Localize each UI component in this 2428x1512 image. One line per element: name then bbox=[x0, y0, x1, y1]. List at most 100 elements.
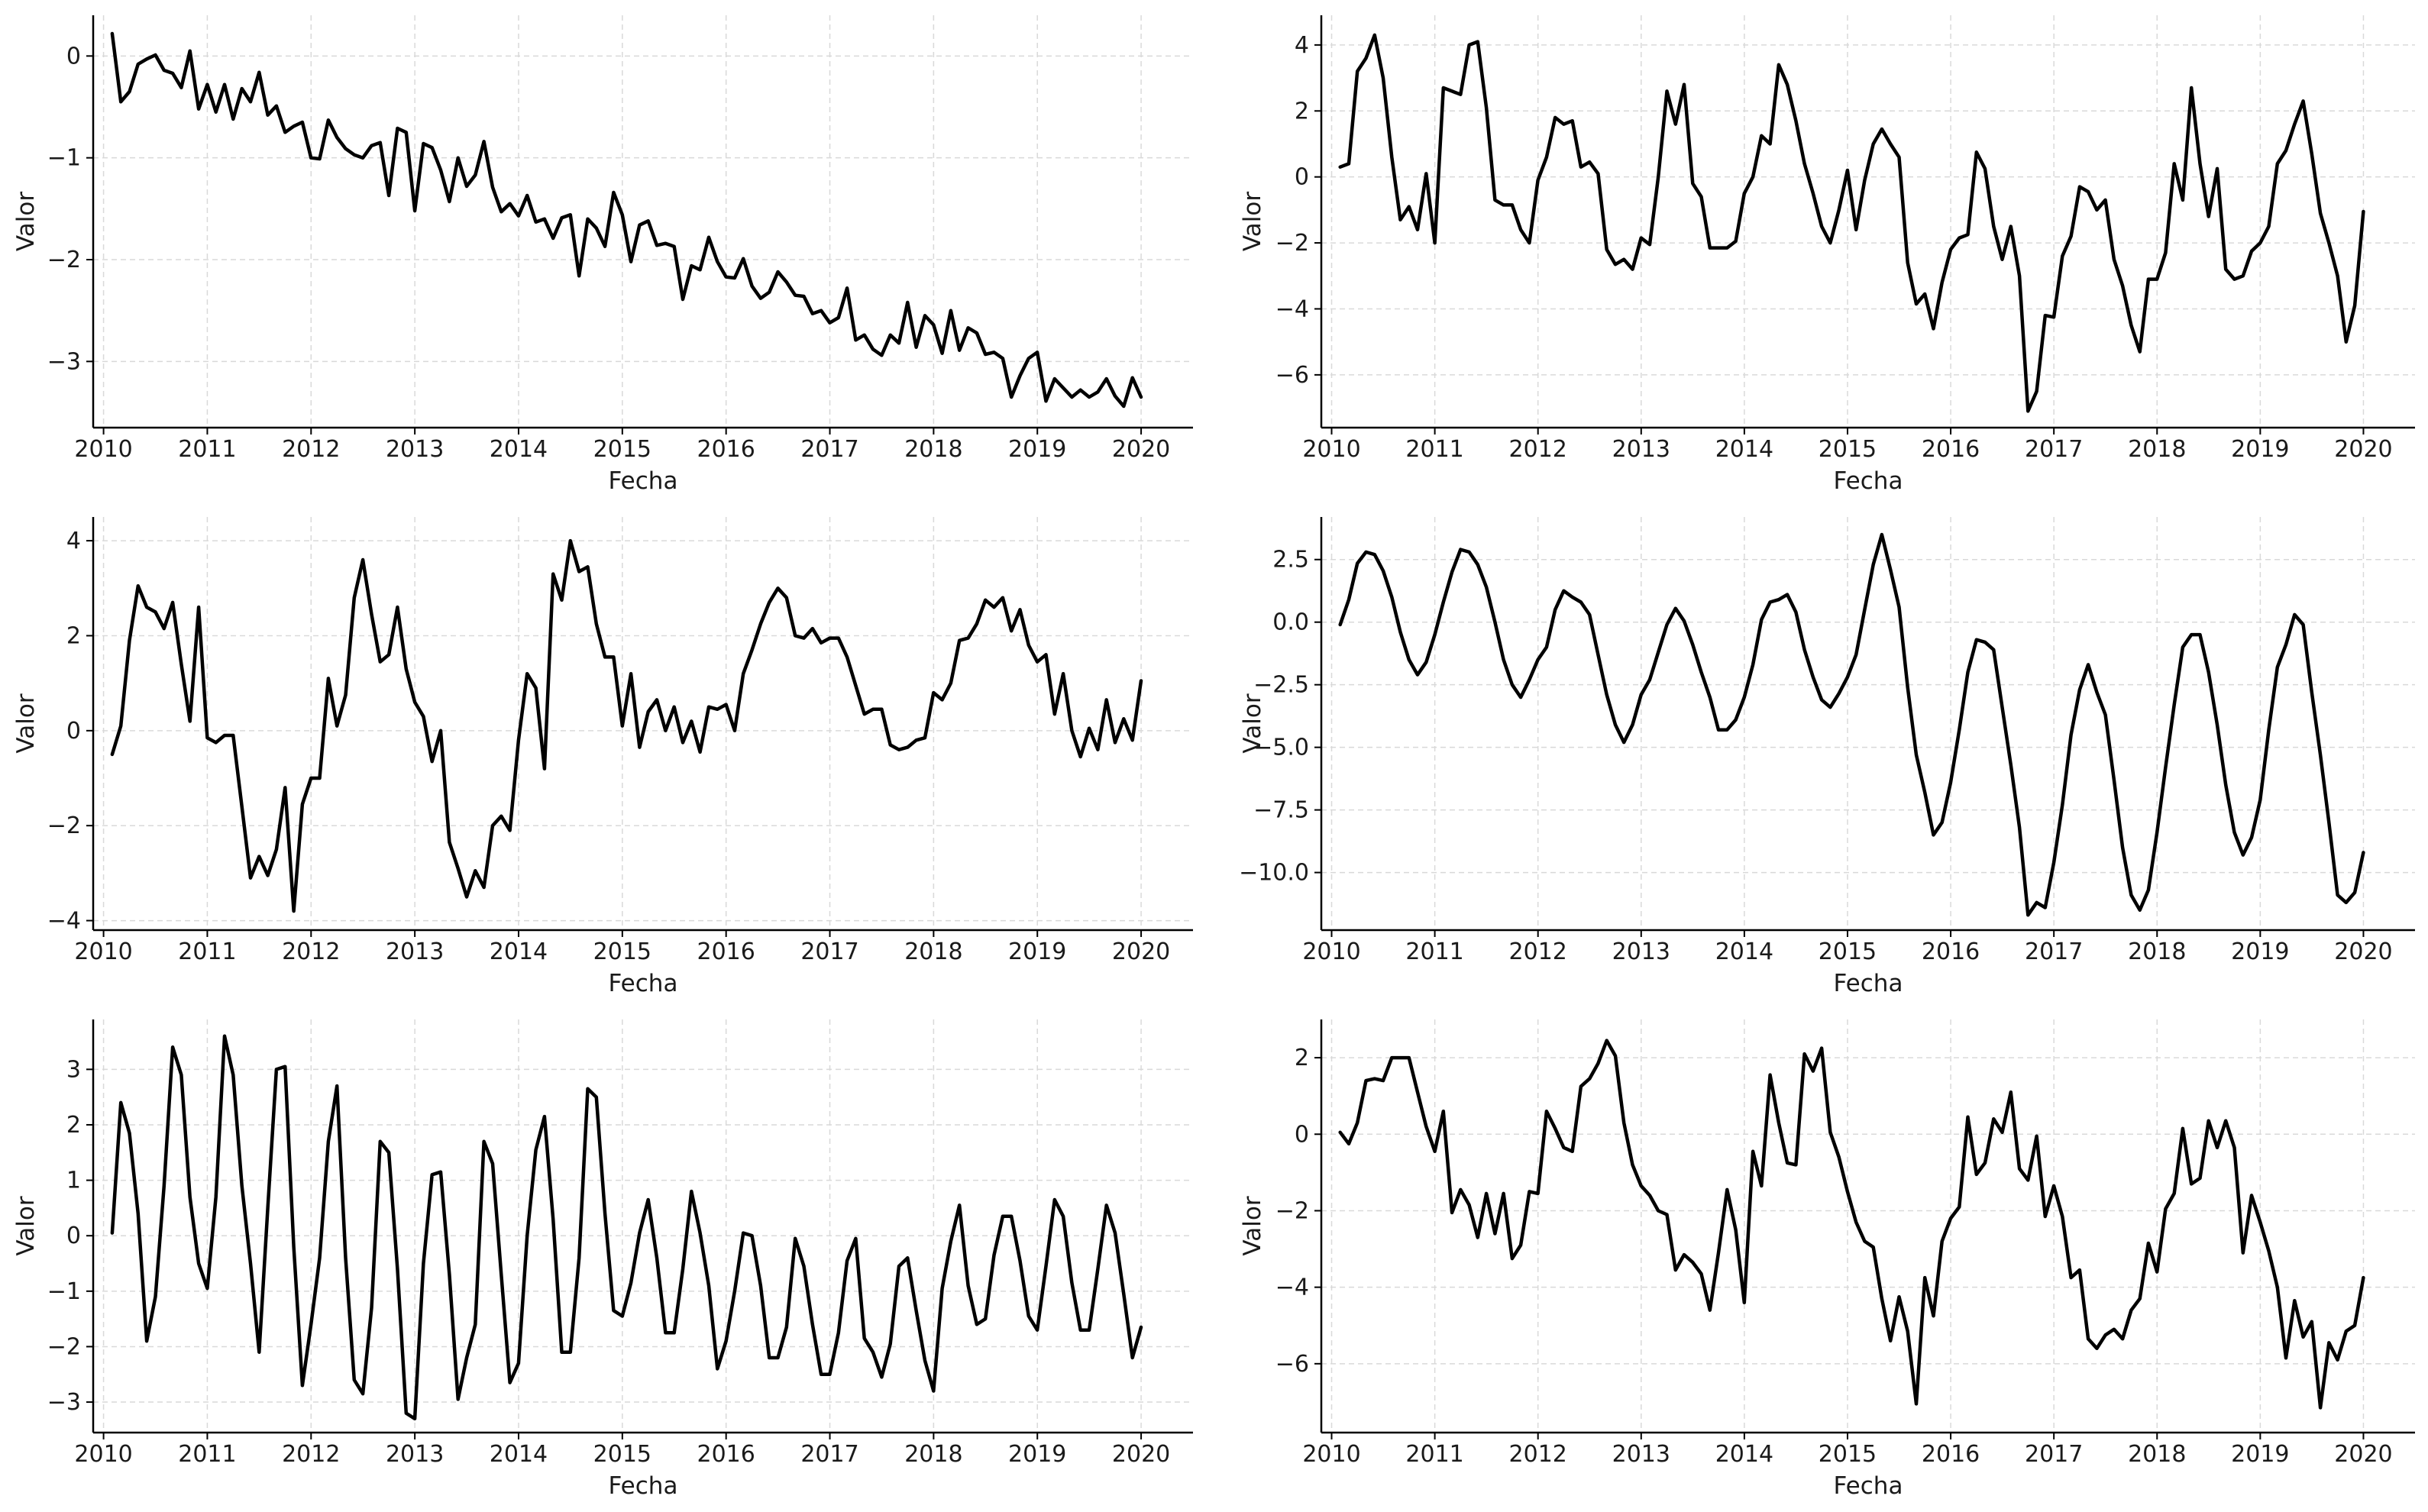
x-tick-label: 2014 bbox=[1715, 436, 1773, 463]
chart-panel-5: 2010 2011 2012 2013 2014 2015 2016 2017 2018 2019… bbox=[12, 1019, 1193, 1500]
x-tick-label: 2017 bbox=[2025, 436, 2083, 463]
x-tick-label: 2010 bbox=[1302, 436, 1360, 463]
x-tick-label: 2018 bbox=[904, 436, 962, 463]
x-tick-label: 2017 bbox=[800, 436, 858, 463]
x-tick-label: 2016 bbox=[1922, 1441, 1980, 1468]
x-tick-label: 2014 bbox=[490, 436, 548, 463]
x-tick-label: 2012 bbox=[282, 436, 340, 463]
y-tick-label: −6 bbox=[1275, 1351, 1309, 1378]
x-tick-label: 2019 bbox=[2231, 436, 2289, 463]
x-tick-label: 2015 bbox=[593, 436, 651, 463]
y-tick-label: −10.0 bbox=[1239, 860, 1309, 887]
x-tick-label: 2014 bbox=[1715, 939, 1773, 965]
y-tick-label: 0 bbox=[66, 43, 81, 69]
x-tick-label: 2020 bbox=[1112, 436, 1170, 463]
x-tick-label: 2019 bbox=[2231, 939, 2289, 965]
x-tick-label: 2013 bbox=[386, 436, 444, 463]
x-tick-label: 2015 bbox=[1819, 436, 1877, 463]
chart-panel-3: 2010 2011 2012 2013 2014 2015 2016 2017 2018 2019… bbox=[12, 517, 1193, 997]
y-tick-label: 0 bbox=[66, 718, 81, 745]
y-tick-label: −4 bbox=[47, 908, 81, 935]
x-tick-label: 2012 bbox=[1509, 1441, 1567, 1468]
x-axis-title: Fecha bbox=[609, 467, 678, 495]
y-axis-title: Valor bbox=[1239, 1196, 1266, 1255]
y-tick-label: −4 bbox=[1275, 1275, 1309, 1301]
y-tick-label: −2 bbox=[47, 1333, 81, 1360]
x-tick-label: 2014 bbox=[1715, 1441, 1773, 1468]
y-tick-label: 0.0 bbox=[1272, 609, 1309, 636]
y-tick-label: −3 bbox=[47, 348, 81, 375]
series-line bbox=[110, 538, 1143, 913]
y-tick-label: −2 bbox=[47, 247, 81, 273]
x-tick-label: 2016 bbox=[697, 436, 755, 463]
x-tick-label: 2011 bbox=[178, 1441, 236, 1468]
x-tick-label: 2011 bbox=[1405, 436, 1463, 463]
chart-panel-2: 2010 2011 2012 2013 2014 2015 2016 2017 2018 2019… bbox=[1239, 15, 2415, 495]
x-tick-label: 2020 bbox=[2334, 939, 2392, 965]
y-tick-label: 4 bbox=[66, 528, 81, 554]
y-tick-label: 2 bbox=[1295, 98, 1309, 124]
y-axis-title: Valor bbox=[12, 192, 40, 251]
x-tick-label: 2018 bbox=[904, 1441, 962, 1468]
x-tick-label: 2011 bbox=[1405, 1441, 1463, 1468]
series-line bbox=[110, 1034, 1143, 1421]
x-axis-title: Fecha bbox=[1834, 1472, 1903, 1500]
x-tick-label: 2019 bbox=[1008, 436, 1066, 463]
x-tick-label: 2019 bbox=[1008, 1441, 1066, 1468]
x-tick-label: 2017 bbox=[800, 1441, 858, 1468]
x-tick-label: 2020 bbox=[2334, 1441, 2392, 1468]
x-axis-title: Fecha bbox=[609, 1472, 678, 1500]
x-tick-label: 2012 bbox=[1509, 436, 1567, 463]
x-axis-title: Fecha bbox=[1834, 970, 1903, 997]
x-tick-label: 2012 bbox=[1509, 939, 1567, 965]
y-tick-label: −2 bbox=[1275, 230, 1309, 257]
chart-panel-6: 2010 2011 2012 2013 2014 2015 2016 2017 2018 2019… bbox=[1239, 1019, 2415, 1500]
x-tick-label: 2010 bbox=[74, 436, 132, 463]
x-tick-label: 2015 bbox=[1819, 1441, 1877, 1468]
x-tick-label: 2015 bbox=[593, 939, 651, 965]
x-tick-label: 2010 bbox=[74, 939, 132, 965]
y-tick-label: 0 bbox=[1295, 164, 1309, 191]
x-tick-label: 2020 bbox=[2334, 436, 2392, 463]
y-tick-label: −5.0 bbox=[1253, 735, 1309, 761]
x-tick-label: 2017 bbox=[800, 939, 858, 965]
y-tick-label: −6 bbox=[1275, 362, 1309, 389]
y-tick-label: −3 bbox=[47, 1389, 81, 1416]
y-tick-label: 3 bbox=[66, 1056, 81, 1083]
x-tick-label: 2013 bbox=[386, 939, 444, 965]
x-tick-label: 2019 bbox=[1008, 939, 1066, 965]
y-tick-label: 2.5 bbox=[1272, 547, 1309, 573]
x-tick-label: 2011 bbox=[178, 939, 236, 965]
x-tick-label: 2011 bbox=[178, 436, 236, 463]
x-tick-label: 2011 bbox=[1405, 939, 1463, 965]
y-tick-label: 2 bbox=[66, 1112, 81, 1139]
x-tick-label: 2020 bbox=[1112, 1441, 1170, 1468]
y-tick-label: −2.5 bbox=[1253, 672, 1309, 699]
x-tick-label: 2010 bbox=[74, 1441, 132, 1468]
x-tick-label: 2012 bbox=[282, 1441, 340, 1468]
x-tick-label: 2015 bbox=[1819, 939, 1877, 965]
x-tick-label: 2013 bbox=[386, 1441, 444, 1468]
y-tick-label: 0 bbox=[66, 1223, 81, 1249]
x-tick-label: 2014 bbox=[490, 939, 548, 965]
series-line bbox=[1338, 1039, 2365, 1410]
x-tick-label: 2016 bbox=[697, 1441, 755, 1468]
x-tick-label: 2018 bbox=[904, 939, 962, 965]
x-tick-label: 2010 bbox=[1302, 1441, 1360, 1468]
chart-panel-1: 2010 2011 2012 2013 2014 2015 2016 2017 2018 2019… bbox=[12, 15, 1193, 495]
x-tick-label: 2016 bbox=[1922, 939, 1980, 965]
x-tick-label: 2020 bbox=[1112, 939, 1170, 965]
x-tick-label: 2013 bbox=[1612, 1441, 1670, 1468]
x-tick-label: 2017 bbox=[2025, 1441, 2083, 1468]
x-axis-title: Fecha bbox=[1834, 467, 1903, 495]
y-axis-title: Valor bbox=[1239, 693, 1266, 753]
series-line bbox=[110, 31, 1143, 409]
x-tick-label: 2010 bbox=[1302, 939, 1360, 965]
x-tick-label: 2014 bbox=[490, 1441, 548, 1468]
x-tick-label: 2017 bbox=[2025, 939, 2083, 965]
x-tick-label: 2016 bbox=[1922, 436, 1980, 463]
x-tick-label: 2013 bbox=[1612, 939, 1670, 965]
y-tick-label: 2 bbox=[66, 622, 81, 649]
y-tick-label: −1 bbox=[47, 1278, 81, 1305]
x-tick-label: 2012 bbox=[282, 939, 340, 965]
